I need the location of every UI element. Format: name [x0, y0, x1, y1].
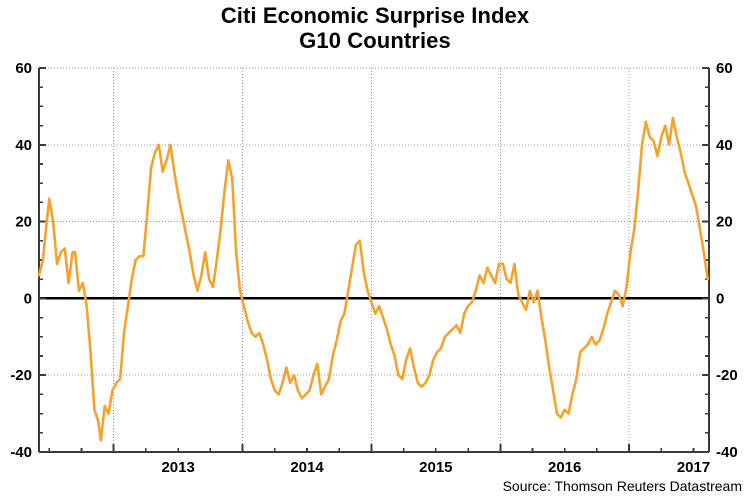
y-tick-label-right: 20: [716, 214, 733, 231]
y-tick-label-left: -20: [10, 367, 32, 384]
y-tick-label-right: -20: [716, 367, 738, 384]
y-tick-label-right: -40: [716, 444, 738, 461]
y-tick-label-left: -40: [10, 444, 32, 461]
chart-subtitle: G10 Countries: [299, 27, 451, 53]
x-tick-label: 2017: [677, 459, 710, 476]
chart-title: Citi Economic Surprise Index: [220, 3, 530, 28]
x-tick-label: 2013: [161, 459, 194, 476]
series-line-0: [37, 116, 710, 442]
y-tick-label-right: 60: [716, 60, 733, 77]
x-tick-label: 2015: [419, 459, 452, 476]
y-tick-label-left: 0: [24, 290, 32, 307]
y-tick-label-right: 0: [716, 290, 724, 307]
gridlines: [39, 67, 709, 453]
title-block: Citi Economic Surprise Index G10 Countri…: [0, 3, 750, 53]
x-tick-label: 2016: [548, 459, 581, 476]
data-series: [37, 116, 710, 442]
axis-tick-labels: -40 -40 -20 -20 0 0 20 20 40 40 60 60 2013 2014 2015 20…: [10, 60, 737, 476]
axis-ticks: [39, 67, 709, 453]
y-tick-label-left: 40: [15, 137, 32, 154]
x-tick-label: 2014: [290, 459, 324, 476]
axis-frame: [38, 68, 710, 453]
y-tick-label-left: 60: [15, 60, 32, 77]
y-tick-label-right: 40: [716, 137, 733, 154]
source-note: Source: Thomson Reuters Datastream: [502, 478, 742, 494]
y-tick-label-left: 20: [15, 214, 32, 231]
